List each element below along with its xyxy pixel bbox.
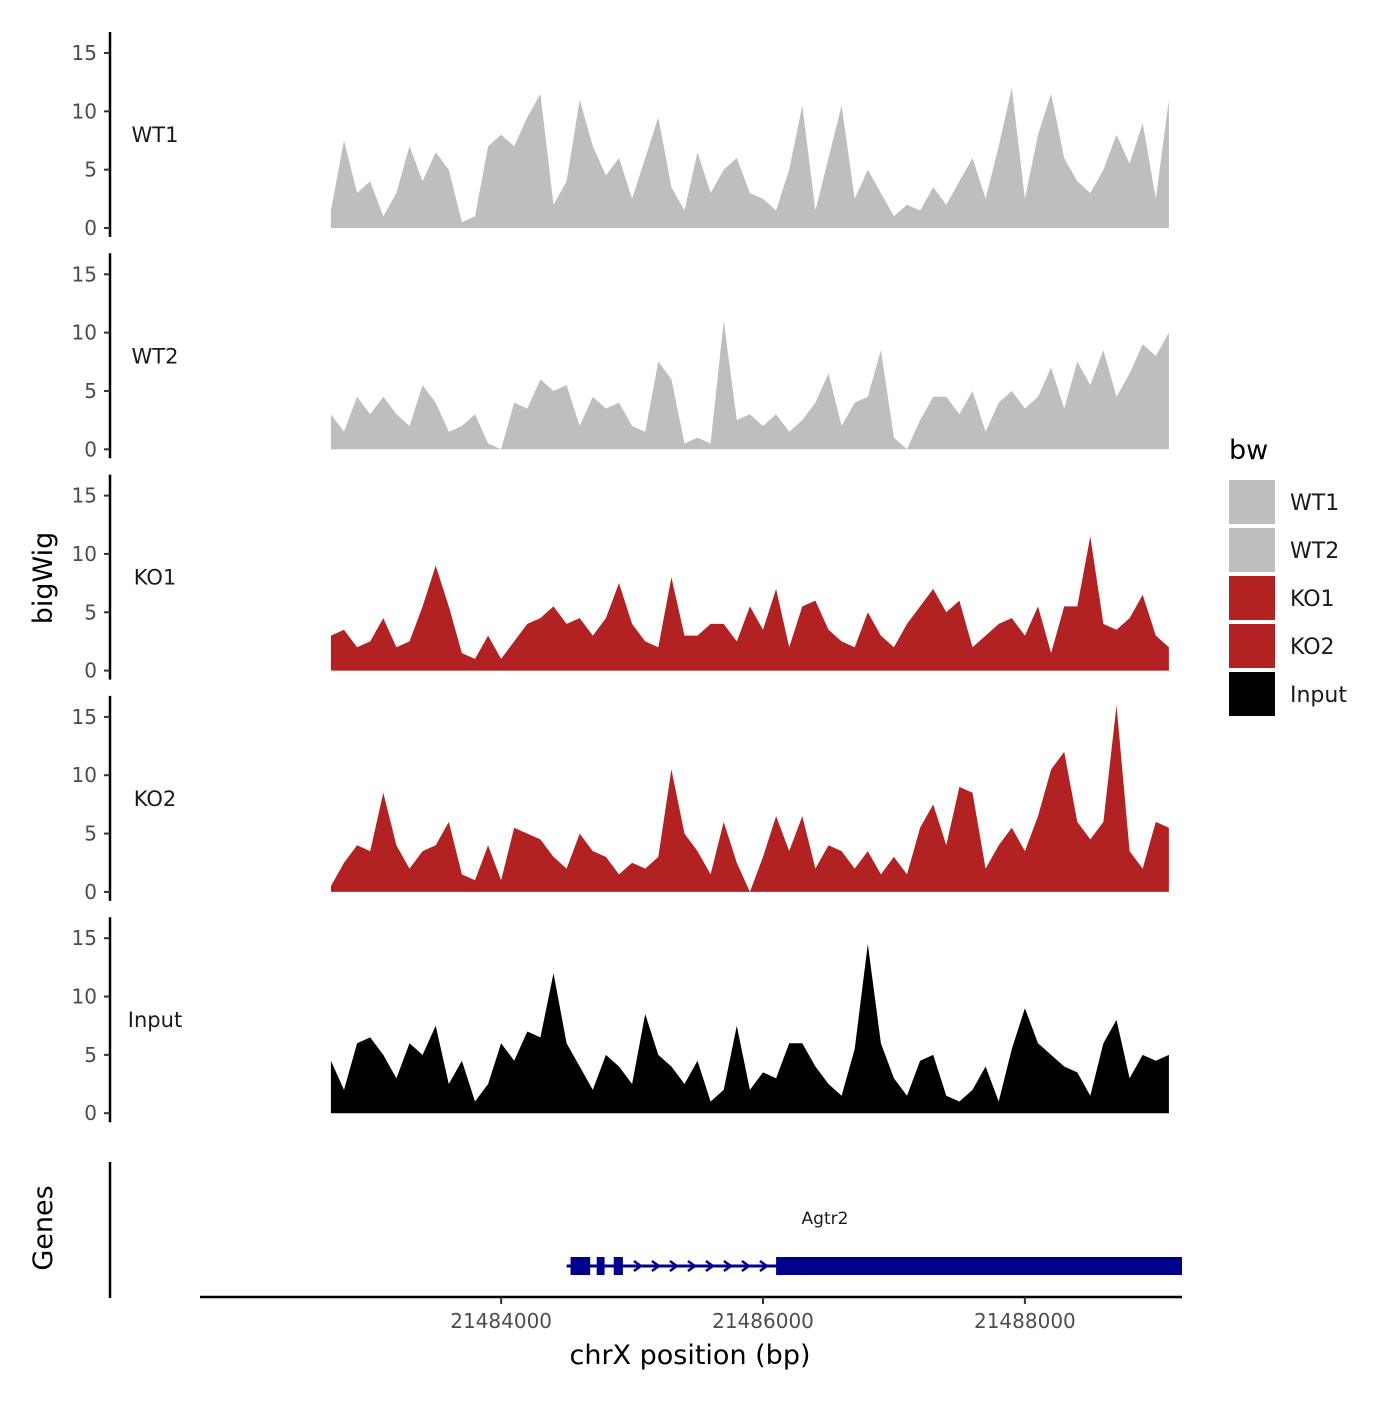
- y-tick-label-wt2-5: 5: [84, 379, 97, 403]
- legend-label-input: Input: [1290, 683, 1347, 708]
- area-input: [330, 944, 1169, 1114]
- y-tick-label-wt2-0: 0: [84, 437, 97, 461]
- y-tick-label-wt1-15: 15: [72, 41, 97, 65]
- legend-item-input: Input: [1229, 672, 1347, 716]
- legend: bw WT1 WT2 KO1 KO2 Input: [1229, 435, 1347, 716]
- y-tick-label-ko1-0: 0: [84, 659, 97, 683]
- track-ko2: 0 5 10 15 KO2: [72, 695, 1169, 904]
- track-label-input: Input: [128, 1008, 182, 1032]
- track-label-wt1: WT1: [132, 123, 179, 147]
- area-ko1: [330, 536, 1169, 671]
- gene-exon-1: [570, 1257, 591, 1275]
- gene-agtr2: Agtr2: [566, 1209, 1182, 1275]
- y-tick-label-ko2-0: 0: [84, 880, 97, 904]
- legend-title: bw: [1229, 435, 1268, 466]
- gene-exon-5: [800, 1257, 1182, 1275]
- y-tick-label-ko1-5: 5: [84, 600, 97, 624]
- track-label-ko2: KO2: [134, 787, 177, 811]
- track-label-wt2: WT2: [132, 344, 179, 368]
- legend-swatch-ko2: [1229, 624, 1275, 668]
- y-tick-label-ko2-5: 5: [84, 822, 97, 846]
- y-tick-label-input-10: 10: [72, 985, 97, 1009]
- y-tick-label-wt1-5: 5: [84, 158, 97, 182]
- legend-swatch-ko1: [1229, 576, 1275, 620]
- gene-exon-3: [613, 1257, 623, 1275]
- legend-label-ko1: KO1: [1290, 587, 1335, 612]
- x-axis: chrX position (bp) 21484000 21486000 21488…: [200, 1295, 1182, 1371]
- x-tick-label-21484000: 21484000: [450, 1309, 552, 1333]
- track-input: 0 5 10 15 Input: [72, 917, 1169, 1125]
- x-tick-label-21486000: 21486000: [712, 1309, 814, 1333]
- y-axis-title-bigwig: bigWig: [28, 532, 59, 625]
- legend-item-wt1: WT1: [1229, 480, 1339, 524]
- legend-swatch-wt2: [1229, 528, 1275, 572]
- track-wt2: 0 5 10 15 WT2: [72, 253, 1169, 461]
- x-axis-title: chrX position (bp): [569, 1340, 810, 1371]
- legend-item-wt2: WT2: [1229, 528, 1339, 572]
- strand-arrow-icon: [723, 1259, 734, 1273]
- x-tick-label-21488000: 21488000: [974, 1309, 1076, 1333]
- strand-arrow-icon: [687, 1259, 698, 1273]
- legend-item-ko2: KO2: [1229, 624, 1335, 668]
- strand-arrow-icon: [759, 1259, 770, 1273]
- y-tick-label-wt1-0: 0: [84, 216, 97, 240]
- y-tick-label-wt2-15: 15: [72, 262, 97, 286]
- legend-swatch-input: [1229, 672, 1275, 716]
- legend-label-ko2: KO2: [1290, 635, 1335, 660]
- y-tick-label-ko2-10: 10: [72, 763, 97, 787]
- y-tick-label-input-0: 0: [84, 1101, 97, 1125]
- area-ko2: [330, 705, 1169, 892]
- strand-arrow-icon: [705, 1259, 716, 1273]
- area-wt1: [330, 88, 1169, 228]
- y-tick-label-input-15: 15: [72, 926, 97, 950]
- y-tick-label-ko1-10: 10: [72, 542, 97, 566]
- bigwig-tracks: 0 5 10 15 WT1 0 5 10 15 WT2 0 5 10 15 KO1 0 5 10 15 KO2 0 5 10…: [72, 32, 1169, 1125]
- track-label-ko1: KO1: [134, 566, 177, 590]
- area-wt2: [330, 321, 1169, 450]
- strand-arrow-icon: [651, 1259, 662, 1273]
- y-tick-label-ko2-15: 15: [72, 705, 97, 729]
- legend-item-ko1: KO1: [1229, 576, 1335, 620]
- y-axis-title-genes: Genes: [28, 1185, 59, 1270]
- legend-swatch-wt1: [1229, 480, 1275, 524]
- gene-label-agtr2: Agtr2: [802, 1209, 849, 1229]
- y-tick-label-ko1-15: 15: [72, 484, 97, 508]
- y-tick-label-wt1-10: 10: [72, 99, 97, 123]
- legend-label-wt1: WT1: [1290, 491, 1339, 516]
- gene-track: Genes Agtr2: [28, 1162, 1182, 1298]
- y-tick-label-wt2-10: 10: [72, 321, 97, 345]
- track-wt1: 0 5 10 15 WT1: [72, 32, 1169, 240]
- gene-exon-4: [776, 1257, 801, 1275]
- gene-exon-2: [596, 1257, 605, 1275]
- strand-arrow-icon: [669, 1259, 680, 1273]
- legend-label-wt2: WT2: [1290, 539, 1339, 564]
- track-ko1: 0 5 10 15 KO1: [72, 474, 1169, 683]
- y-tick-label-input-5: 5: [84, 1043, 97, 1067]
- strand-arrow-icon: [633, 1259, 644, 1273]
- strand-arrow-icon: [741, 1259, 752, 1273]
